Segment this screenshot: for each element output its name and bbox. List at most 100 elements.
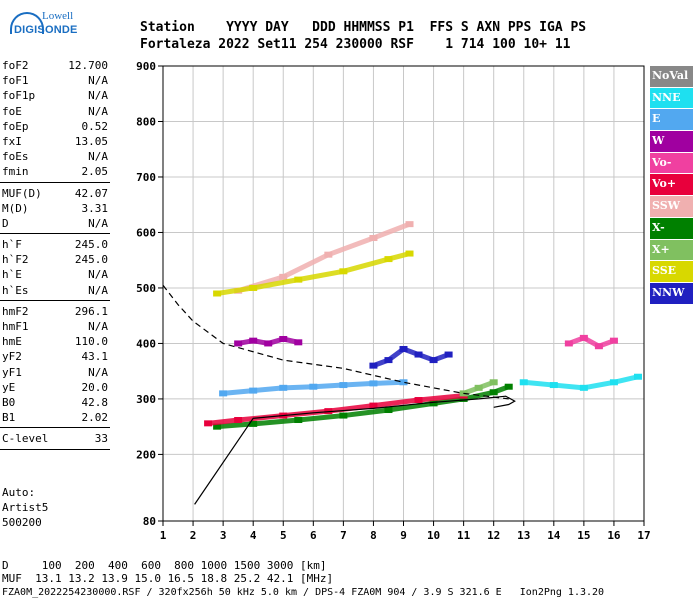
param-separator [0, 181, 110, 183]
x-tick-label: 9 [400, 529, 407, 542]
param-name: yF1 [2, 365, 22, 379]
param-row: hmF2 296.1 [0, 304, 112, 319]
data-trace-vo [328, 403, 374, 414]
y-tick-label: 300 [136, 393, 156, 406]
data-trace-nne [553, 382, 585, 391]
param-name: D [2, 216, 9, 230]
autoscaling-info: Auto: Artist5 500200 [2, 485, 48, 530]
param-row: C-level 33 [0, 431, 112, 446]
y-tick-label: 800 [136, 115, 156, 128]
auto-version: 500200 [2, 516, 42, 529]
x-tick-label: 11 [457, 529, 471, 542]
legend: NoVal NNE E W Vo- Vo+ SSW X- X+ SSE NNW [650, 66, 693, 305]
data-point-w [294, 339, 303, 346]
param-value: 110.0 [74, 335, 108, 349]
x-tick-label: 3 [220, 529, 227, 542]
x-tick-label: 10 [427, 529, 440, 542]
param-row: foF1p N/A [0, 88, 112, 103]
data-point-e [399, 379, 408, 386]
param-row: foE N/A [0, 104, 112, 119]
x-tick-label: 16 [607, 529, 621, 542]
profile-dashed-line [162, 284, 509, 400]
param-row: h`E N/A [0, 267, 112, 282]
data-trace-x [216, 421, 254, 430]
param-row: B1 2.02 [0, 410, 112, 425]
param-row: yF2 43.1 [0, 349, 112, 364]
param-value: 0.52 [81, 119, 109, 133]
x-tick-label: 17 [637, 529, 650, 542]
param-row: yF1 N/A [0, 365, 112, 380]
x-tick-label: 14 [547, 529, 561, 542]
param-name: M(D) [2, 201, 29, 215]
param-value: 12.700 [68, 59, 108, 72]
param-name: yF2 [2, 350, 22, 364]
param-value: N/A [88, 283, 108, 297]
param-name: hmF2 [2, 304, 29, 318]
param-name: fmin [2, 165, 29, 179]
param-row: hmE 110.0 [0, 334, 112, 349]
data-trace-e [313, 382, 344, 390]
param-row: B0 42.8 [0, 395, 112, 410]
x-tick-label: 5 [280, 529, 287, 542]
muf-row: MUF 13.1 13.2 13.9 15.0 16.5 18.8 25.2 4… [2, 572, 334, 585]
param-value: 33 [94, 432, 108, 446]
x-tick-label: 13 [517, 529, 530, 542]
y-tick-label: 700 [136, 171, 156, 184]
data-point-vo [609, 337, 618, 344]
param-value: N/A [88, 268, 108, 282]
param-name: foF2 [2, 59, 29, 72]
legend-item-sse: SSE [650, 261, 693, 282]
param-name: C-level [2, 432, 49, 446]
legend-item-ssw: SSW [650, 196, 693, 217]
param-row: foEp 0.52 [0, 119, 112, 134]
data-point-sse [405, 250, 414, 257]
y-tick-label: 900 [136, 60, 156, 73]
param-name: MUF(D) [2, 186, 42, 200]
data-point-x [504, 383, 513, 390]
param-row: MUF(D) 42.07 [0, 186, 112, 201]
data-trace-e [343, 380, 374, 388]
param-separator [0, 427, 110, 429]
data-trace-x [388, 400, 434, 413]
data-trace-vo [207, 417, 239, 426]
param-value: N/A [88, 150, 108, 164]
data-trace-ssw [327, 235, 375, 258]
header-values: Fortaleza 2022 Set11 254 230000 RSF 1 71… [140, 37, 571, 52]
param-value: 2.02 [81, 411, 109, 425]
legend-item-x: X- [650, 217, 693, 239]
param-row: foF2 12.700 [0, 58, 112, 73]
data-trace-sse [252, 277, 299, 291]
legend-item-vo: Vo- [650, 152, 693, 174]
param-value: N/A [88, 104, 108, 118]
param-separator [0, 448, 110, 450]
data-point-x [489, 379, 498, 386]
param-name: B0 [2, 395, 16, 409]
x-tick-label: 12 [487, 529, 500, 542]
param-value: N/A [88, 89, 108, 103]
x-tick-label: 7 [340, 529, 347, 542]
data-trace-x [252, 417, 299, 427]
param-name: B1 [2, 411, 16, 425]
data-trace-ssw [282, 252, 330, 280]
legend-item-vo: Vo+ [650, 174, 693, 196]
param-value: 20.0 [81, 380, 109, 394]
data-trace-sse [342, 256, 390, 274]
param-name: h`E [2, 268, 22, 282]
data-trace-e [222, 388, 254, 396]
data-trace-sse [216, 285, 254, 296]
legend-item-e: E [650, 109, 693, 131]
param-value: N/A [88, 216, 108, 230]
param-row: h`Es N/A [0, 283, 112, 298]
param-row: foEs N/A [0, 149, 112, 164]
param-name: foEs [2, 150, 29, 164]
param-row: D N/A [0, 216, 112, 231]
y-tick-label: 500 [136, 282, 156, 295]
legend-item-nnw: NNW [650, 282, 693, 304]
logo-lowell: Lowell [42, 10, 74, 22]
file-info: FZA0M_2022254230000.RSF / 320fx256h 50 k… [2, 587, 605, 598]
parameter-table: foF2 12.700 foF1 N/A foF1p N/A foE N/A foEp 0.52 f… [0, 58, 112, 453]
y-tick-label: 200 [136, 448, 156, 461]
data-trace-nne [583, 379, 615, 391]
param-name: hmE [2, 335, 22, 349]
